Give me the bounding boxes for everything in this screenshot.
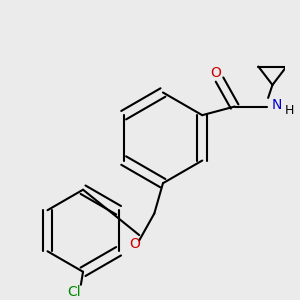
Text: O: O <box>210 66 220 80</box>
Text: O: O <box>129 237 140 251</box>
Text: N: N <box>272 98 282 112</box>
Text: Cl: Cl <box>68 285 81 299</box>
Text: H: H <box>284 104 294 117</box>
